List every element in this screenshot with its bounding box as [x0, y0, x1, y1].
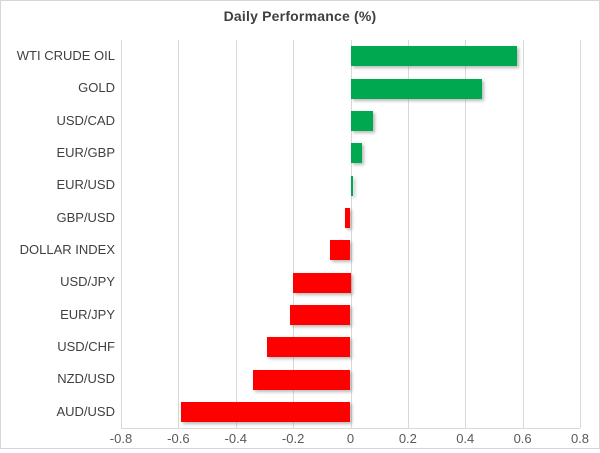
x-tick-label-0.8: 0.8: [570, 431, 590, 446]
bar-usd-chf: [267, 337, 351, 358]
x-tick-label--0.4: -0.4: [224, 431, 247, 446]
category-label-eur-jpy: EUR/JPY: [60, 306, 115, 322]
category-label-eur-gbp: EUR/GBP: [56, 145, 115, 160]
x-tick-label--0.6: -0.6: [167, 431, 190, 446]
bar-gbp-usd: [344, 207, 351, 228]
category-label-gold: GOLD: [78, 80, 115, 96]
gridline--0.2: [293, 40, 295, 428]
gridline-0.6: [522, 40, 524, 428]
x-tick-label-0.4: 0.4: [456, 431, 475, 446]
category-label-dollar-index: DOLLAR INDEX: [19, 242, 115, 257]
gridline-0.8: [580, 40, 581, 428]
gridline--0.4: [235, 40, 237, 428]
category-label-usd-chf: USD/CHF: [57, 339, 115, 354]
category-label-nzd-usd: NZD/USD: [57, 371, 115, 387]
gridline--0.8: [121, 40, 122, 428]
category-label-eur-usd: EUR/USD: [56, 177, 115, 193]
category-label-usd-cad: USD/CAD: [56, 112, 115, 128]
bar-dollar-index: [330, 240, 351, 261]
bar-nzd-usd: [252, 369, 351, 390]
category-label-gbp-usd: GBP/USD: [56, 209, 115, 225]
bar-eur-gbp: [350, 143, 362, 164]
bar-eur-jpy: [290, 304, 351, 325]
category-label-usd-jpy: USD/JPY: [60, 274, 115, 290]
bar-eur-usd: [350, 175, 354, 196]
bar-aud-usd: [181, 401, 351, 422]
gridline--0.6: [178, 40, 180, 428]
x-tick-label-0.2: 0.2: [398, 431, 417, 446]
bar-wti-crude-oil: [350, 46, 517, 67]
category-label-aud-usd: AUD/USD: [56, 403, 115, 419]
gridline-0.4: [465, 40, 467, 428]
gridline-0: [350, 40, 352, 428]
x-tick-label-0.6: 0.6: [513, 431, 532, 446]
bar-usd-jpy: [293, 272, 351, 293]
plot-area: [121, 40, 581, 429]
x-tick-label--0.2: -0.2: [281, 431, 305, 446]
gridline-0.2: [407, 40, 409, 428]
x-tick-label-0: 0: [346, 431, 355, 446]
x-tick-label--0.8: -0.8: [109, 431, 133, 446]
category-label-wti-crude-oil: WTI CRUDE OIL: [16, 48, 115, 63]
bar-usd-cad: [350, 110, 374, 131]
chart-title: Daily Performance (%): [223, 8, 377, 24]
bar-gold: [350, 78, 483, 99]
